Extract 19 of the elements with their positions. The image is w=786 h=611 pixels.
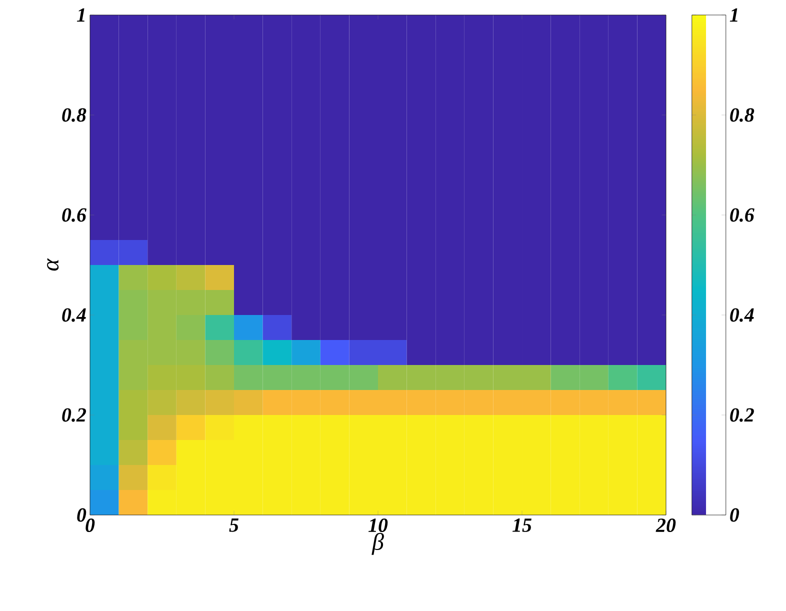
y-tick-label: 0.4	[62, 308, 86, 322]
y-tick-label: 0.6	[62, 208, 86, 222]
x-tick-label: 0	[86, 518, 95, 532]
x-axis-title: β	[372, 532, 384, 555]
color-bar-label: 0	[730, 508, 740, 522]
x-tick-label: 20	[656, 518, 676, 532]
y-tick-label: 1	[76, 8, 84, 22]
x-tick-label: 5	[229, 518, 238, 532]
y-tick-label: 0.2	[62, 408, 86, 422]
y-axis-title: α	[47, 258, 59, 271]
y-tick-label: 0	[77, 508, 86, 522]
x-tick-label: 15	[512, 518, 532, 532]
color-bar-label: 0.4	[730, 308, 754, 322]
color-bar-label: 0.6	[730, 208, 754, 222]
y-tick-label: 0.8	[62, 108, 86, 122]
color-bar-label: 0.2	[730, 408, 754, 422]
color-bar-label: 1	[730, 8, 738, 22]
x-tick-label: 10	[368, 518, 388, 532]
color-bar-label: 0.8	[730, 108, 754, 122]
